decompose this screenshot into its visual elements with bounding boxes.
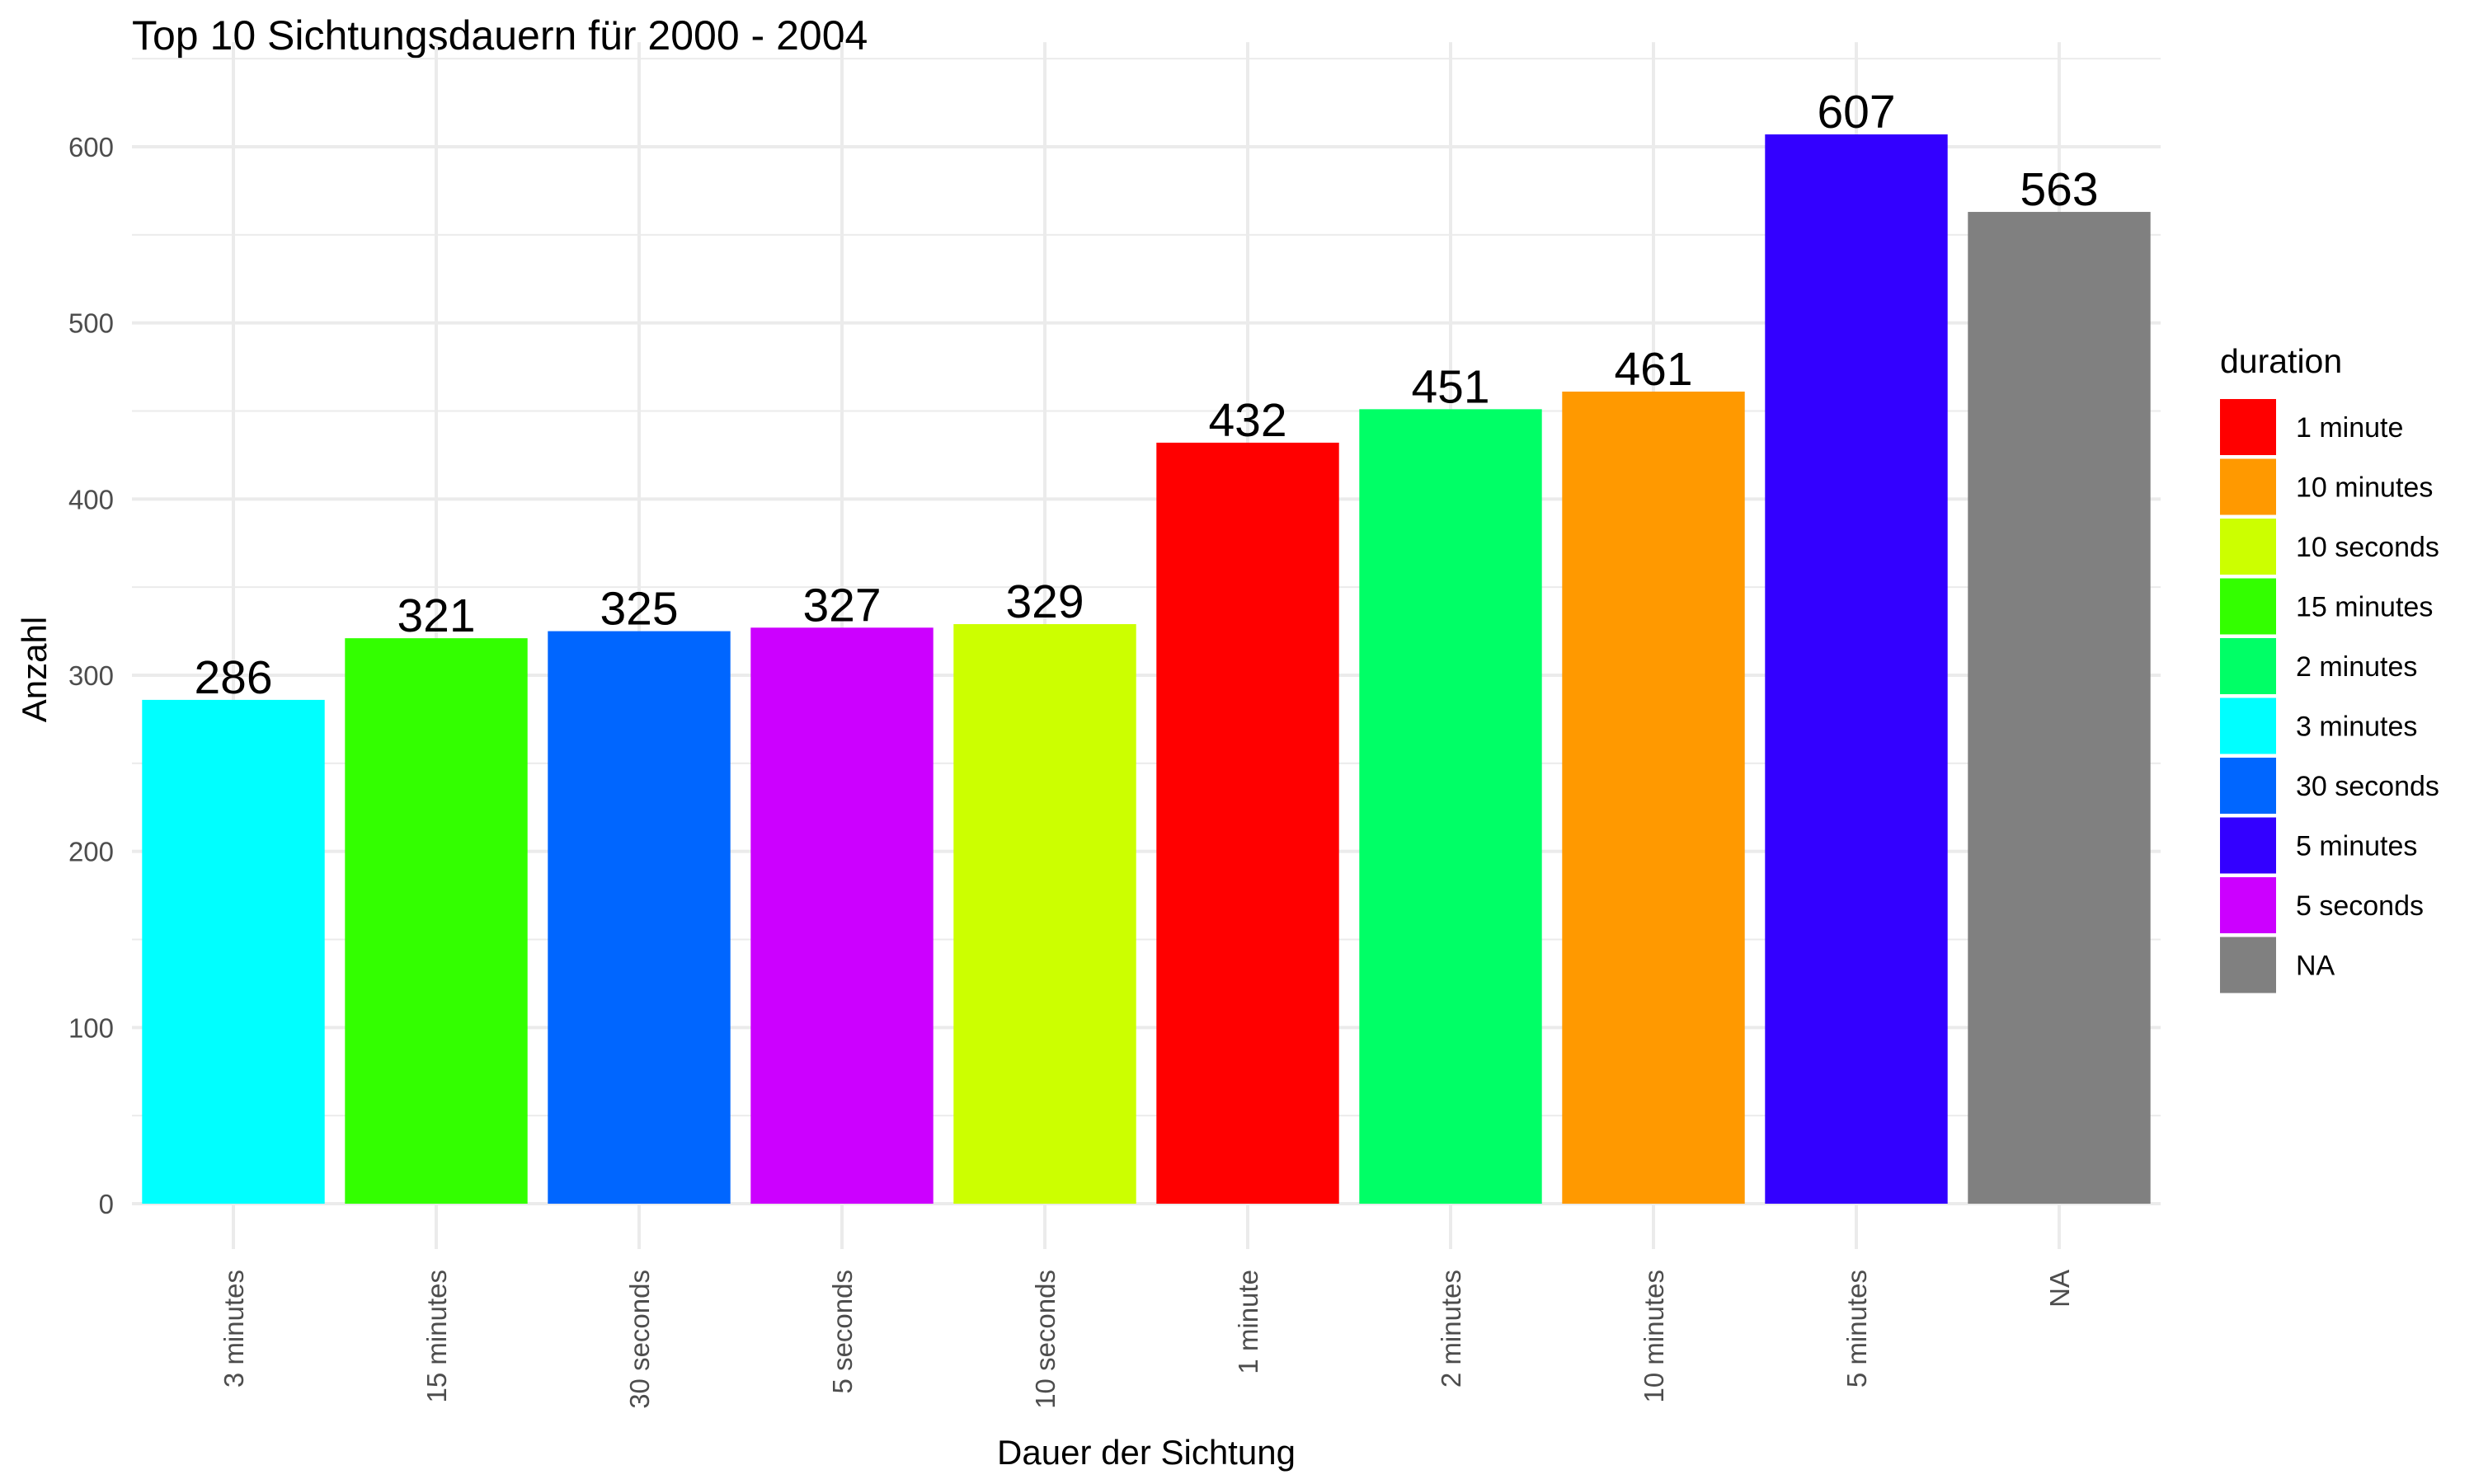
bar-value-label: 325 bbox=[600, 583, 678, 636]
bar bbox=[1968, 212, 2151, 1205]
x-axis-ticks: 3 minutes 15 minutes 30 seconds 5 seconds 10… bbox=[219, 1270, 2075, 1409]
y-tick-label: 600 bbox=[68, 132, 114, 162]
x-tick-label: 15 minutes bbox=[421, 1270, 452, 1402]
x-tick-label: NA bbox=[2044, 1270, 2075, 1308]
y-tick-label: 200 bbox=[68, 837, 114, 867]
x-tick-label: 10 seconds bbox=[1030, 1270, 1061, 1409]
legend-label: 5 minutes bbox=[2296, 831, 2417, 862]
bar bbox=[1156, 442, 1339, 1204]
legend-label: NA bbox=[2296, 951, 2335, 982]
bar-value-label: 451 bbox=[1411, 360, 1489, 413]
legend-swatch bbox=[2220, 519, 2276, 575]
bar-value-label: 327 bbox=[802, 579, 881, 632]
x-tick-label: 5 seconds bbox=[827, 1270, 858, 1393]
legend-label: 1 minute bbox=[2296, 412, 2403, 444]
x-tick-label: 5 minutes bbox=[1841, 1270, 1872, 1388]
bar bbox=[953, 624, 1136, 1204]
legend-swatch bbox=[2220, 638, 2276, 694]
bar bbox=[1359, 409, 1542, 1205]
y-tick-label: 100 bbox=[68, 1012, 114, 1043]
bars bbox=[142, 134, 2151, 1205]
x-axis-title: Dauer der Sichtung bbox=[997, 1433, 1296, 1472]
legend-swatch bbox=[2220, 877, 2276, 933]
legend-swatch bbox=[2220, 937, 2276, 993]
x-tick-label: 30 seconds bbox=[624, 1270, 655, 1409]
bar-value-label: 563 bbox=[2020, 163, 2098, 216]
legend-swatch bbox=[2220, 697, 2276, 754]
bar bbox=[1562, 391, 1745, 1204]
bar-value-label: 329 bbox=[1005, 575, 1084, 628]
bar-value-label: 432 bbox=[1208, 394, 1286, 447]
legend-items: 1 minute 10 minutes 10 seconds 15 minutes 2 … bbox=[2220, 399, 2439, 993]
bar bbox=[548, 631, 731, 1204]
bar bbox=[1765, 134, 1948, 1205]
legend-swatch bbox=[2220, 578, 2276, 635]
legend-label: 10 minutes bbox=[2296, 472, 2433, 504]
legend-swatch bbox=[2220, 758, 2276, 814]
bar bbox=[750, 627, 934, 1204]
legend-label: 5 seconds bbox=[2296, 890, 2424, 922]
x-tick-label: 2 minutes bbox=[1436, 1270, 1466, 1388]
bar-value-label: 461 bbox=[1614, 343, 1692, 396]
y-tick-label: 300 bbox=[68, 660, 114, 691]
legend-title: duration bbox=[2220, 342, 2342, 380]
legend-label: 30 seconds bbox=[2296, 771, 2439, 802]
legend-swatch bbox=[2220, 458, 2276, 515]
y-axis-ticks: 0 100 200 300 400 500 600 bbox=[68, 132, 114, 1219]
bar bbox=[142, 699, 325, 1204]
legend-label: 2 minutes bbox=[2296, 651, 2417, 683]
bar-value-label: 286 bbox=[194, 651, 272, 704]
legend-label: 3 minutes bbox=[2296, 711, 2417, 743]
x-tick-label: 10 minutes bbox=[1639, 1270, 1669, 1402]
legend-swatch bbox=[2220, 399, 2276, 455]
bar-value-label: 321 bbox=[397, 589, 475, 642]
bar bbox=[345, 638, 528, 1204]
y-tick-label: 400 bbox=[68, 484, 114, 514]
y-tick-label: 0 bbox=[99, 1189, 114, 1219]
legend-swatch bbox=[2220, 817, 2276, 874]
legend-label: 15 minutes bbox=[2296, 592, 2433, 623]
chart-title: Top 10 Sichtungsdauern für 2000 - 2004 bbox=[132, 12, 868, 59]
y-tick-label: 500 bbox=[68, 308, 114, 339]
bar-value-label: 607 bbox=[1817, 86, 1895, 139]
x-tick-label: 3 minutes bbox=[219, 1270, 249, 1388]
legend-label: 10 seconds bbox=[2296, 532, 2439, 563]
bar-value-labels: 286 321 325 327 329 432 451 461 607 563 bbox=[194, 86, 2098, 704]
x-tick-label: 1 minute bbox=[1233, 1270, 1263, 1374]
y-axis-title: Anzahl bbox=[15, 617, 54, 722]
legend: duration 1 minute 10 minutes 10 seconds 15 … bbox=[2220, 342, 2439, 993]
